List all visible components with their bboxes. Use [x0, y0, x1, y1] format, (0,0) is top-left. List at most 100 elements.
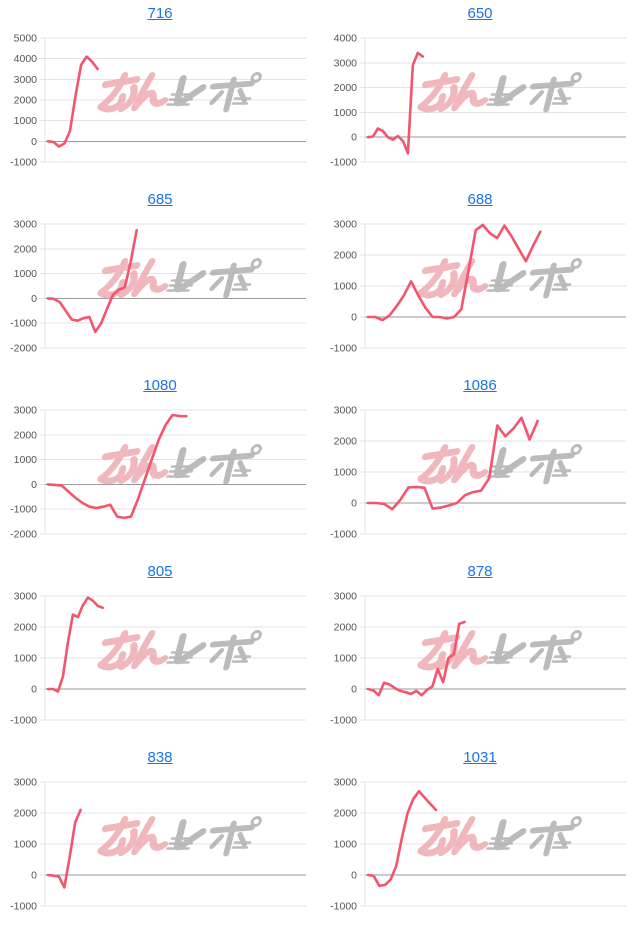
y-tick-label: 3000 — [14, 777, 38, 789]
chart-plot-area: 5000 4000 3000 2000 1000 0 -1000 — [0, 26, 320, 182]
y-tick-label: 2000 — [14, 429, 38, 441]
chart-title-row: 685 — [0, 186, 320, 212]
machine-number-link[interactable]: 1086 — [463, 377, 497, 394]
chart-title-row: 878 — [320, 558, 640, 584]
line-chart: 3000 2000 1000 0 -1000 — [10, 591, 306, 727]
minrepo-watermark — [99, 818, 261, 854]
minrepo-watermark — [419, 446, 581, 482]
chart-title-row: 1031 — [320, 744, 640, 770]
chart-plot-area: 4000 3000 2000 1000 0 -1000 — [320, 26, 640, 182]
chart-cell: 838 3000 2000 1000 0 -1000 — [0, 744, 320, 930]
line-series — [46, 228, 138, 334]
chart-cell: 1080 3000 2000 1000 0 -1000 -2000 — [0, 372, 320, 558]
y-tick-label: 2000 — [334, 250, 358, 262]
y-tick-label: 0 — [351, 132, 357, 144]
y-tick-label: 2000 — [334, 808, 358, 820]
machine-number-link[interactable]: 805 — [147, 563, 173, 580]
line-series — [366, 416, 539, 511]
machine-number-link[interactable]: 1031 — [463, 749, 497, 766]
line-series — [46, 413, 188, 520]
chart-cell: 688 3000 2000 1000 0 -1000 — [320, 186, 640, 372]
chart-plot-area: 3000 2000 1000 0 -1000 -2000 — [0, 212, 320, 368]
y-tick-label: 0 — [351, 498, 357, 510]
chart-cell: 805 3000 2000 1000 0 -1000 — [0, 558, 320, 744]
y-tick-label: 0 — [351, 684, 357, 696]
line-series — [366, 789, 438, 888]
line-chart: 4000 3000 2000 1000 0 -1000 — [330, 33, 626, 169]
line-chart: 3000 2000 1000 0 -1000 — [10, 777, 306, 913]
chart-title-row: 688 — [320, 186, 640, 212]
chart-plot-area: 3000 2000 1000 0 -1000 — [320, 212, 640, 368]
y-tick-label: 2000 — [14, 95, 38, 107]
chart-cell: 1031 3000 2000 1000 0 -1000 — [320, 744, 640, 930]
minrepo-watermark — [419, 260, 581, 296]
y-tick-label: 0 — [351, 870, 357, 882]
y-tick-label: 0 — [31, 870, 37, 882]
y-tick-label: -1000 — [330, 715, 357, 727]
line-chart: 3000 2000 1000 0 -1000 — [330, 591, 626, 727]
chart-title-row: 650 — [320, 0, 640, 26]
y-tick-label: 3000 — [334, 405, 358, 417]
y-tick-label: 0 — [31, 684, 37, 696]
y-tick-label: 1000 — [14, 839, 38, 851]
line-series — [46, 808, 82, 889]
machine-number-link[interactable]: 685 — [147, 191, 173, 208]
line-chart: 3000 2000 1000 0 -1000 — [330, 405, 626, 541]
chart-title-row: 716 — [0, 0, 320, 26]
y-tick-label: -1000 — [330, 901, 357, 913]
y-tick-label: -2000 — [10, 529, 37, 541]
chart-cell: 1086 3000 2000 1000 0 -1000 — [320, 372, 640, 558]
chart-plot-area: 3000 2000 1000 0 -1000 — [0, 584, 320, 740]
y-tick-label: 0 — [351, 312, 357, 324]
y-tick-label: 2000 — [14, 622, 38, 634]
line-series — [366, 223, 542, 322]
minrepo-watermark — [419, 632, 581, 668]
minrepo-watermark — [419, 818, 581, 854]
chart-plot-area: 3000 2000 1000 0 -1000 — [320, 398, 640, 554]
machine-number-link[interactable]: 838 — [147, 749, 173, 766]
line-chart: 3000 2000 1000 0 -1000 — [330, 777, 626, 913]
minrepo-watermark — [99, 446, 261, 482]
y-tick-label: 3000 — [334, 777, 358, 789]
y-tick-label: -1000 — [330, 529, 357, 541]
minrepo-watermark — [99, 632, 261, 668]
y-tick-label: 5000 — [14, 33, 38, 45]
y-tick-label: 4000 — [334, 33, 358, 45]
y-tick-label: 1000 — [334, 281, 358, 293]
y-tick-label: 2000 — [334, 436, 358, 448]
y-tick-label: 0 — [31, 136, 37, 148]
line-chart: 3000 2000 1000 0 -1000 -2000 — [10, 219, 306, 355]
y-tick-label: -1000 — [330, 157, 357, 169]
y-tick-label: 3000 — [14, 405, 38, 417]
chart-plot-area: 3000 2000 1000 0 -1000 — [0, 770, 320, 926]
machine-number-link[interactable]: 716 — [147, 5, 173, 22]
line-chart: 3000 2000 1000 0 -1000 -2000 — [10, 405, 306, 541]
y-tick-label: 1000 — [14, 115, 38, 127]
y-tick-label: -1000 — [10, 318, 37, 330]
y-tick-label: 4000 — [14, 53, 38, 65]
chart-cell: 650 4000 3000 2000 1000 0 -1000 — [320, 0, 640, 186]
minrepo-watermark — [419, 74, 581, 110]
y-tick-label: 3000 — [14, 591, 38, 603]
line-series — [366, 51, 425, 155]
y-tick-label: 3000 — [14, 74, 38, 86]
line-chart: 5000 4000 3000 2000 1000 0 -1000 — [10, 33, 306, 169]
y-tick-label: 3000 — [334, 219, 358, 231]
chart-title-row: 838 — [0, 744, 320, 770]
y-tick-label: 3000 — [14, 219, 38, 231]
chart-title-row: 1080 — [0, 372, 320, 398]
machine-number-link[interactable]: 1080 — [143, 377, 177, 394]
chart-cell: 878 3000 2000 1000 0 -1000 — [320, 558, 640, 744]
line-series — [46, 596, 105, 693]
y-tick-label: 2000 — [14, 808, 38, 820]
y-tick-label: 1000 — [334, 107, 358, 119]
y-tick-label: 2000 — [334, 82, 358, 94]
machine-number-link[interactable]: 650 — [467, 5, 493, 22]
line-chart: 3000 2000 1000 0 -1000 — [330, 219, 626, 355]
y-tick-label: -2000 — [10, 343, 37, 355]
machine-number-link[interactable]: 688 — [467, 191, 493, 208]
chart-title-row: 1086 — [320, 372, 640, 398]
machine-number-link[interactable]: 878 — [467, 563, 493, 580]
y-tick-label: -1000 — [10, 715, 37, 727]
